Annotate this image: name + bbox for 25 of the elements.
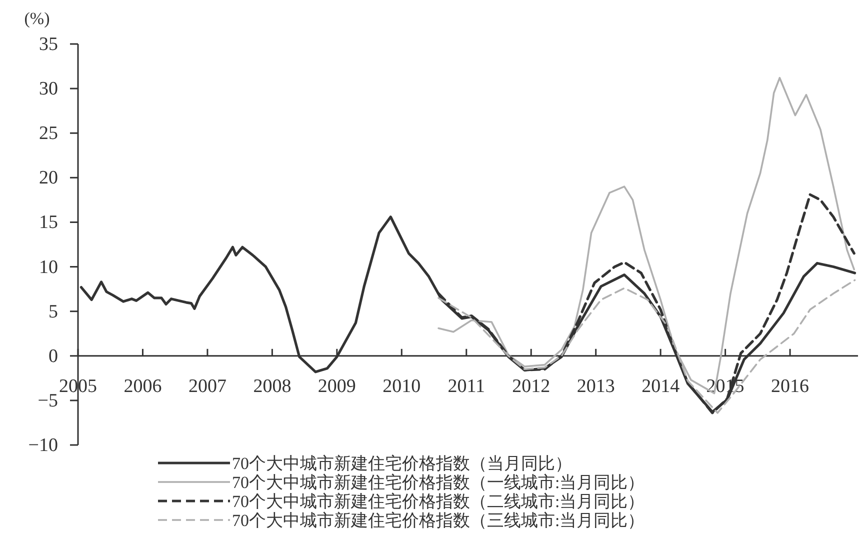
x-tick-label: 2016 [771, 376, 810, 397]
legend-label: 70个大中城市新建住宅价格指数（二线城市:当月同比） [232, 492, 645, 511]
x-tick-label: 2013 [576, 376, 615, 397]
x-tick-label: 2011 [448, 376, 486, 397]
x-tick-label: 2008 [253, 376, 292, 397]
y-tick-label: −5 [38, 390, 58, 412]
x-tick-label: 2014 [642, 376, 680, 397]
x-tick-label: 2007 [188, 376, 226, 397]
x-tick-label: 2009 [318, 376, 356, 397]
y-tick-label: 5 [48, 301, 58, 322]
y-tick-label: 25 [39, 123, 58, 144]
legend-label: 70个大中城市新建住宅价格指数（一线城市:当月同比） [232, 473, 645, 492]
legend-label: 70个大中城市新建住宅价格指数（当月同比） [232, 454, 572, 473]
y-tick-label: 10 [39, 256, 58, 278]
x-tick-label: 2012 [512, 376, 550, 397]
y-tick-label: 35 [39, 34, 58, 55]
y-tick-label: 15 [39, 212, 58, 234]
x-tick-label: 2010 [382, 376, 421, 397]
y-axis-title: (%) [24, 9, 50, 28]
y-tick-label: 0 [48, 346, 58, 367]
y-tick-label: −10 [28, 435, 58, 456]
legend-label: 70个大中城市新建住宅价格指数（三线城市:当月同比） [232, 511, 645, 530]
y-tick-label: 30 [39, 78, 58, 100]
y-tick-label: 20 [39, 168, 58, 189]
x-tick-label: 2006 [124, 376, 162, 397]
